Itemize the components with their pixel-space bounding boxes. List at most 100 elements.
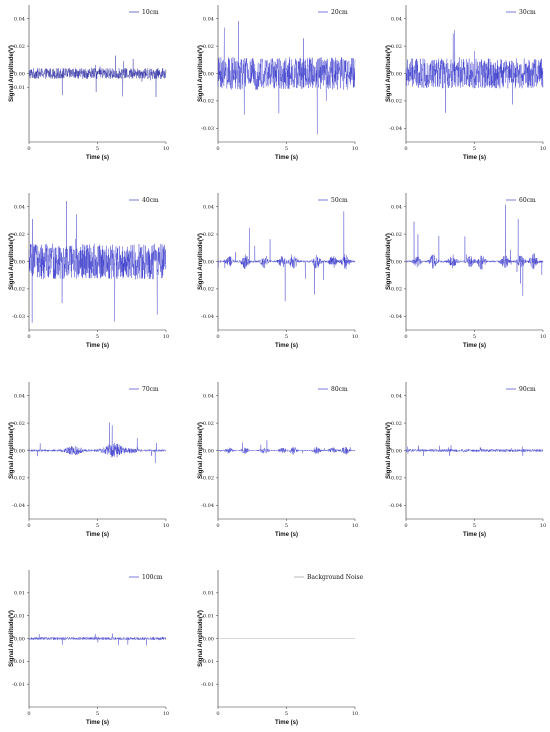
x-tick-label: 0 xyxy=(27,334,30,340)
x-axis-label: Time (s) xyxy=(275,155,298,161)
x-tick-label: 5 xyxy=(285,334,288,340)
y-tick-label: -0.01 xyxy=(201,682,214,688)
y-tick-label: -0.04 xyxy=(12,503,25,509)
y-tick-label: 0.00 xyxy=(203,448,214,454)
y-tick-label: 0.00 xyxy=(203,71,214,77)
x-tick-label: 10 xyxy=(352,146,358,152)
x-axis-label: Time (s) xyxy=(463,155,486,161)
y-axis-label: Signal Amplitude(V) xyxy=(386,45,392,102)
chart-panel: -0.04 -0.02 0.00 0.02 0.04 0 5 10 Time (s) Signal… xyxy=(386,5,546,161)
y-tick-label: 0.02 xyxy=(14,421,25,427)
legend-label: 20cm xyxy=(331,9,348,16)
x-tick-label: 5 xyxy=(473,334,476,340)
signal-trace xyxy=(28,633,167,646)
signal-trace xyxy=(28,422,167,464)
y-tick-label: 0.04 xyxy=(391,205,402,211)
y-tick-label: 0.00 xyxy=(203,636,214,642)
legend-label: 80cm xyxy=(331,386,348,393)
y-axis-label: Signal Amplitude(V) xyxy=(386,233,392,290)
signal-trace xyxy=(405,30,544,113)
x-tick-label: 10 xyxy=(352,334,358,340)
x-tick-label: 5 xyxy=(96,523,99,529)
chart-panel: -0.04 -0.02 0.00 0.02 0.04 0 5 10 Time (s) Signal… xyxy=(386,382,546,538)
chart-panel: -0.04 -0.02 0.00 0.02 0.04 0 5 10 Time (s) Signal… xyxy=(198,193,358,349)
chart-panel: -0.01 0.00 0.02 0.04 0 5 10 Time (s) Signal Ampl… xyxy=(9,5,169,161)
x-tick-label: 0 xyxy=(404,146,407,152)
x-tick-label: 5 xyxy=(285,523,288,529)
x-axis-label: Time (s) xyxy=(86,532,109,538)
y-tick-label: 0.00 xyxy=(391,448,402,454)
legend-label: 50cm xyxy=(331,197,348,204)
y-tick-label: -0.02 xyxy=(389,99,402,105)
y-tick-label: 0.02 xyxy=(203,421,214,427)
y-tick-label: -0.04 xyxy=(389,503,402,509)
y-tick-label: 0.00 xyxy=(391,259,402,265)
y-tick-label: -0.02 xyxy=(389,287,402,293)
legend-label: 10cm xyxy=(142,9,159,16)
y-axis-label: Signal Amplitude(V) xyxy=(198,610,204,667)
x-tick-label: 10 xyxy=(540,146,546,152)
signal-trace xyxy=(28,55,167,97)
x-tick-label: 10 xyxy=(163,334,169,340)
y-tick-label: -0.01 xyxy=(12,682,25,688)
x-axis-label: Time (s) xyxy=(275,343,298,349)
y-tick-label: -0.02 xyxy=(12,287,25,293)
y-tick-label: 0.02 xyxy=(391,44,402,50)
y-tick-label: 0.00 xyxy=(203,259,214,265)
legend-label: 30cm xyxy=(519,9,536,16)
y-tick-label: 0.01 xyxy=(14,591,25,597)
x-tick-label: 5 xyxy=(96,146,99,152)
y-tick-label: -0.01 xyxy=(12,659,25,665)
y-axis-label: Signal Amplitude(V) xyxy=(9,610,15,667)
legend-label: Background Noise xyxy=(307,574,364,581)
legend-label: 100cm xyxy=(142,574,163,581)
x-tick-label: 0 xyxy=(216,334,219,340)
x-axis-label: Time (s) xyxy=(86,720,109,726)
x-tick-label: 10 xyxy=(540,334,546,340)
x-axis-label: Time (s) xyxy=(86,343,109,349)
signal-trace xyxy=(217,21,356,135)
x-tick-label: 10 xyxy=(540,523,546,529)
x-tick-label: 0 xyxy=(404,334,407,340)
signal-trace xyxy=(217,211,356,302)
legend-label: 60cm xyxy=(519,197,536,204)
chart-panel: -0.04 -0.02 0.00 0.02 0.04 0 5 10 Time (s) Signal… xyxy=(198,382,358,538)
y-tick-label: -0.02 xyxy=(201,476,214,482)
y-tick-label: 0.04 xyxy=(203,205,214,211)
x-tick-label: 0 xyxy=(27,146,30,152)
x-tick-label: 0 xyxy=(27,523,30,529)
y-axis-label: Signal Amplitude(V) xyxy=(9,233,15,290)
y-tick-label: 0.02 xyxy=(14,44,25,50)
y-tick-label: -0.02 xyxy=(201,287,214,293)
chart-panel: -0.01 -0.01 0.00 0.01 0.01 0 5 10 Time (s) Signal… xyxy=(9,570,169,726)
y-tick-label: 0.00 xyxy=(14,259,25,265)
y-tick-label: 0.02 xyxy=(203,44,214,50)
x-tick-label: 0 xyxy=(216,711,219,717)
x-tick-label: 5 xyxy=(473,523,476,529)
signal-trace xyxy=(405,445,544,456)
x-axis-label: Time (s) xyxy=(463,532,486,538)
chart-panel: -0.03 -0.02 0.00 0.02 0.04 0 5 10 Time (s) Signal… xyxy=(198,5,358,161)
y-tick-label: 0.04 xyxy=(14,394,25,400)
y-tick-label: -0.04 xyxy=(389,126,402,132)
y-tick-label: -0.04 xyxy=(201,503,214,509)
x-axis-label: Time (s) xyxy=(275,720,298,726)
x-tick-label: 10 xyxy=(163,711,169,717)
y-tick-label: -0.02 xyxy=(12,476,25,482)
y-axis-label: Signal Amplitude(V) xyxy=(9,422,15,479)
y-axis-label: Signal Amplitude(V) xyxy=(198,45,204,102)
x-axis-label: Time (s) xyxy=(275,532,298,538)
signal-trace xyxy=(405,204,544,296)
x-tick-label: 5 xyxy=(285,711,288,717)
y-axis-label: Signal Amplitude(V) xyxy=(198,422,204,479)
y-axis-label: Signal Amplitude(V) xyxy=(386,422,392,479)
signal-trace xyxy=(217,440,356,455)
x-tick-label: 5 xyxy=(96,711,99,717)
x-axis-label: Time (s) xyxy=(463,343,486,349)
y-tick-label: 0.04 xyxy=(391,17,402,23)
x-tick-label: 0 xyxy=(27,711,30,717)
x-tick-label: 0 xyxy=(216,523,219,529)
y-tick-label: -0.01 xyxy=(201,659,214,665)
y-tick-label: 0.00 xyxy=(391,71,402,77)
